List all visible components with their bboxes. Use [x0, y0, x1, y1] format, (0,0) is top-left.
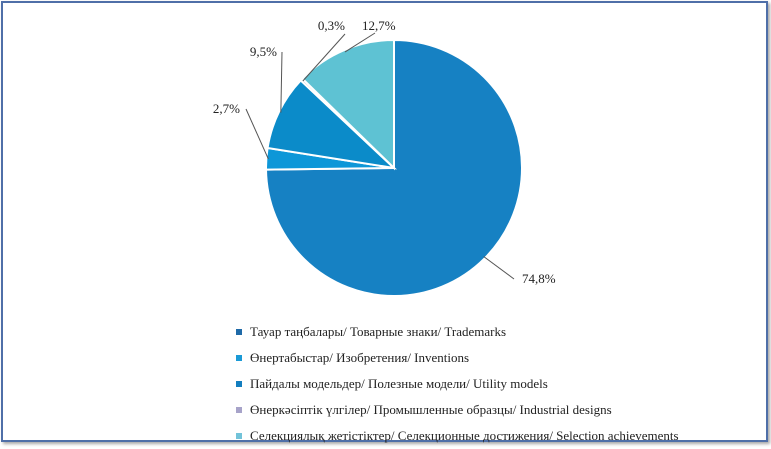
legend-item-industrial-designs: Өнеркәсіптік үлгілер/ Промышленные образ… — [236, 397, 756, 423]
legend: Тауар таңбалары/ Товарные знаки/ Tradema… — [236, 319, 756, 449]
legend-item-trademarks: Тауар таңбалары/ Товарные знаки/ Tradema… — [236, 319, 756, 345]
legend-swatch-trademarks — [236, 329, 242, 335]
legend-label-utility-models: Пайдалы модельдер/ Полезные модели/ Util… — [250, 376, 548, 391]
data-label-industrial-designs: 0,3% — [318, 18, 345, 33]
data-label-inventions: 2,7% — [213, 101, 240, 116]
legend-item-selection-achievements: Селекциялық жетістіктер/ Селекционные до… — [236, 423, 756, 449]
leader-line-selection-achievements — [344, 32, 376, 53]
pie-slices — [264, 38, 523, 297]
legend-label-industrial-designs: Өнеркәсіптік үлгілер/ Промышленные образ… — [250, 402, 612, 417]
leader-line-trademarks — [483, 256, 515, 280]
legend-label-inventions: Өнертабыстар/ Изобретения/ Inventions — [250, 350, 470, 365]
leader-line-inventions — [245, 108, 269, 160]
pie-slice-selection-achievements — [300, 38, 395, 171]
pie-slice-utility-models — [266, 78, 398, 170]
legend-swatch-inventions — [236, 355, 242, 361]
legend-swatch-utility-models — [236, 381, 242, 387]
data-labels: 74,8% 2,7% 9,5% 0,3% 12,7% — [213, 18, 556, 286]
data-label-trademarks: 74,8% — [522, 271, 556, 286]
legend-label-trademarks: Тауар таңбалары/ Товарные знаки/ Tradema… — [250, 324, 507, 339]
legend-item-utility-models: Пайдалы модельдер/ Полезные модели/ Util… — [236, 371, 756, 397]
legend-swatch-industrial-designs — [236, 407, 242, 413]
data-label-selection-achievements: 12,7% — [362, 18, 396, 33]
data-label-utility-models: 9,5% — [250, 44, 277, 59]
leader-line-industrial-designs — [302, 33, 346, 82]
leader-line-utility-models — [280, 51, 283, 113]
legend-item-inventions: Өнертабыстар/ Изобретения/ Inventions — [236, 345, 756, 371]
leader-lines — [245, 32, 515, 280]
legend-swatch-selection-achievements — [236, 433, 242, 439]
legend-label-selection-achievements: Селекциялық жетістіктер/ Селекционные до… — [250, 428, 679, 443]
